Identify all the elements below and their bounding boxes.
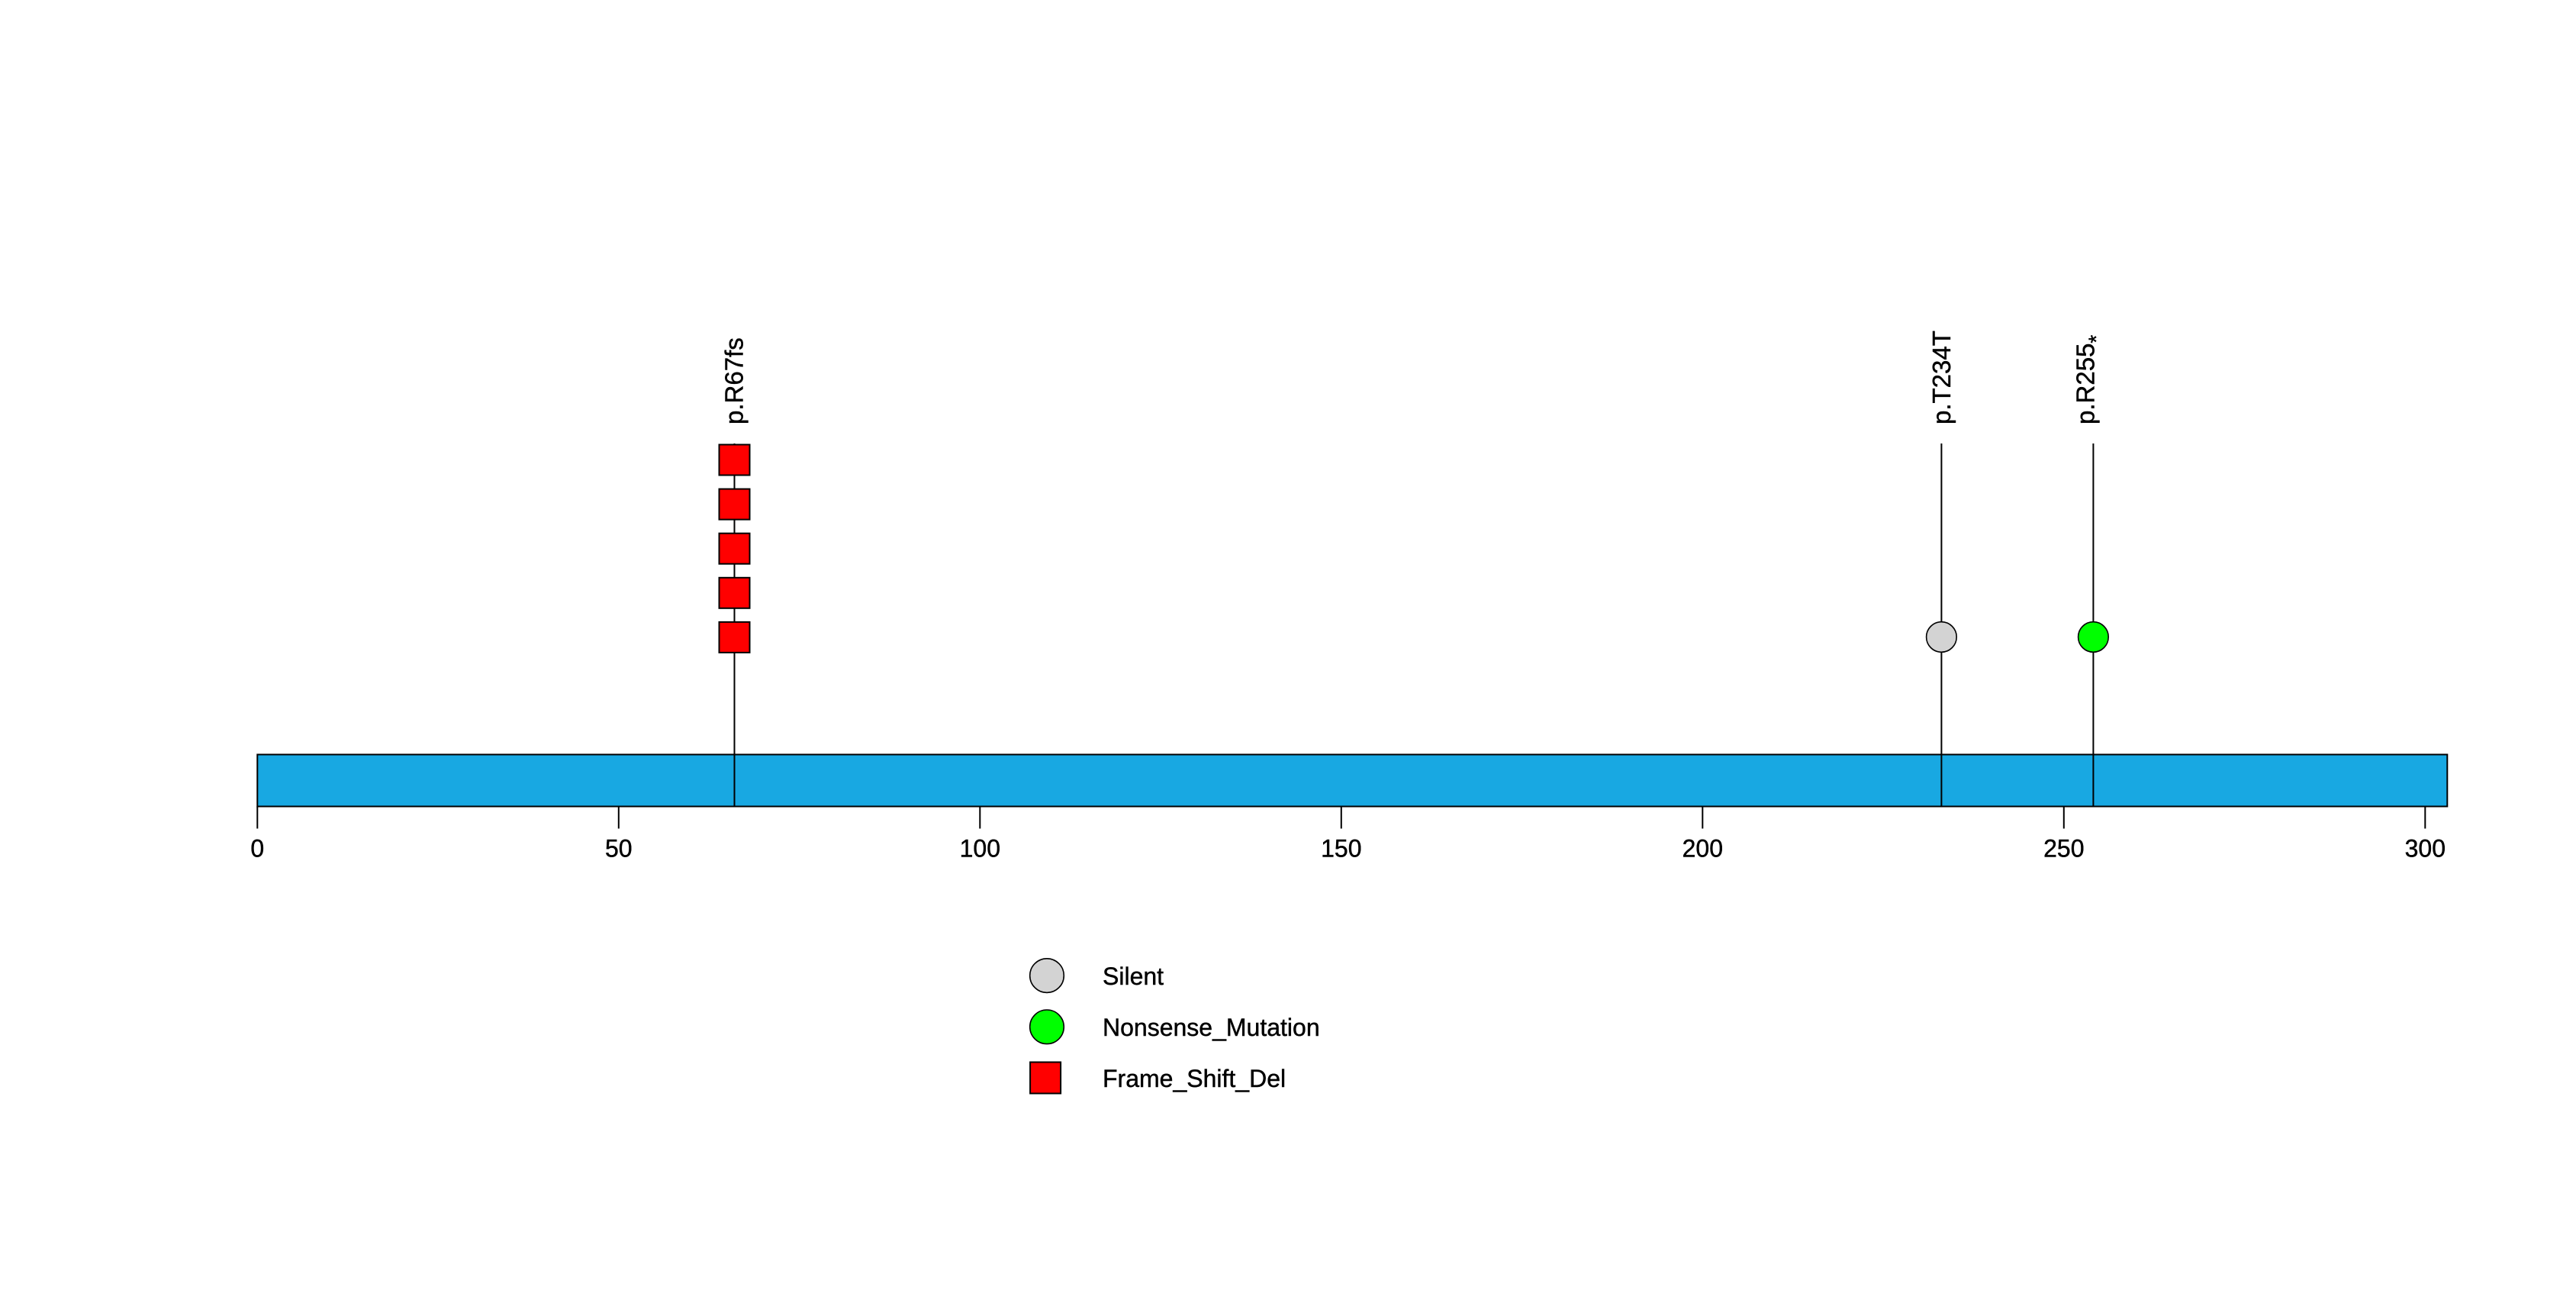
svg-text:0: 0 — [250, 835, 264, 863]
svg-text:250: 250 — [2043, 835, 2084, 863]
svg-text:p.T234T: p.T234T — [1927, 331, 1956, 424]
svg-text:200: 200 — [1682, 835, 1723, 863]
svg-text:Nonsense_Mutation: Nonsense_Mutation — [1103, 1014, 1320, 1041]
svg-text:150: 150 — [1321, 835, 1361, 863]
svg-text:100: 100 — [960, 835, 1000, 863]
svg-text:50: 50 — [605, 835, 633, 863]
svg-text:300: 300 — [2405, 835, 2446, 863]
svg-text:Silent: Silent — [1103, 963, 1164, 990]
svg-text:Frame_Shift_Del: Frame_Shift_Del — [1103, 1065, 1286, 1092]
svg-text:p.R67fs: p.R67fs — [720, 337, 749, 424]
